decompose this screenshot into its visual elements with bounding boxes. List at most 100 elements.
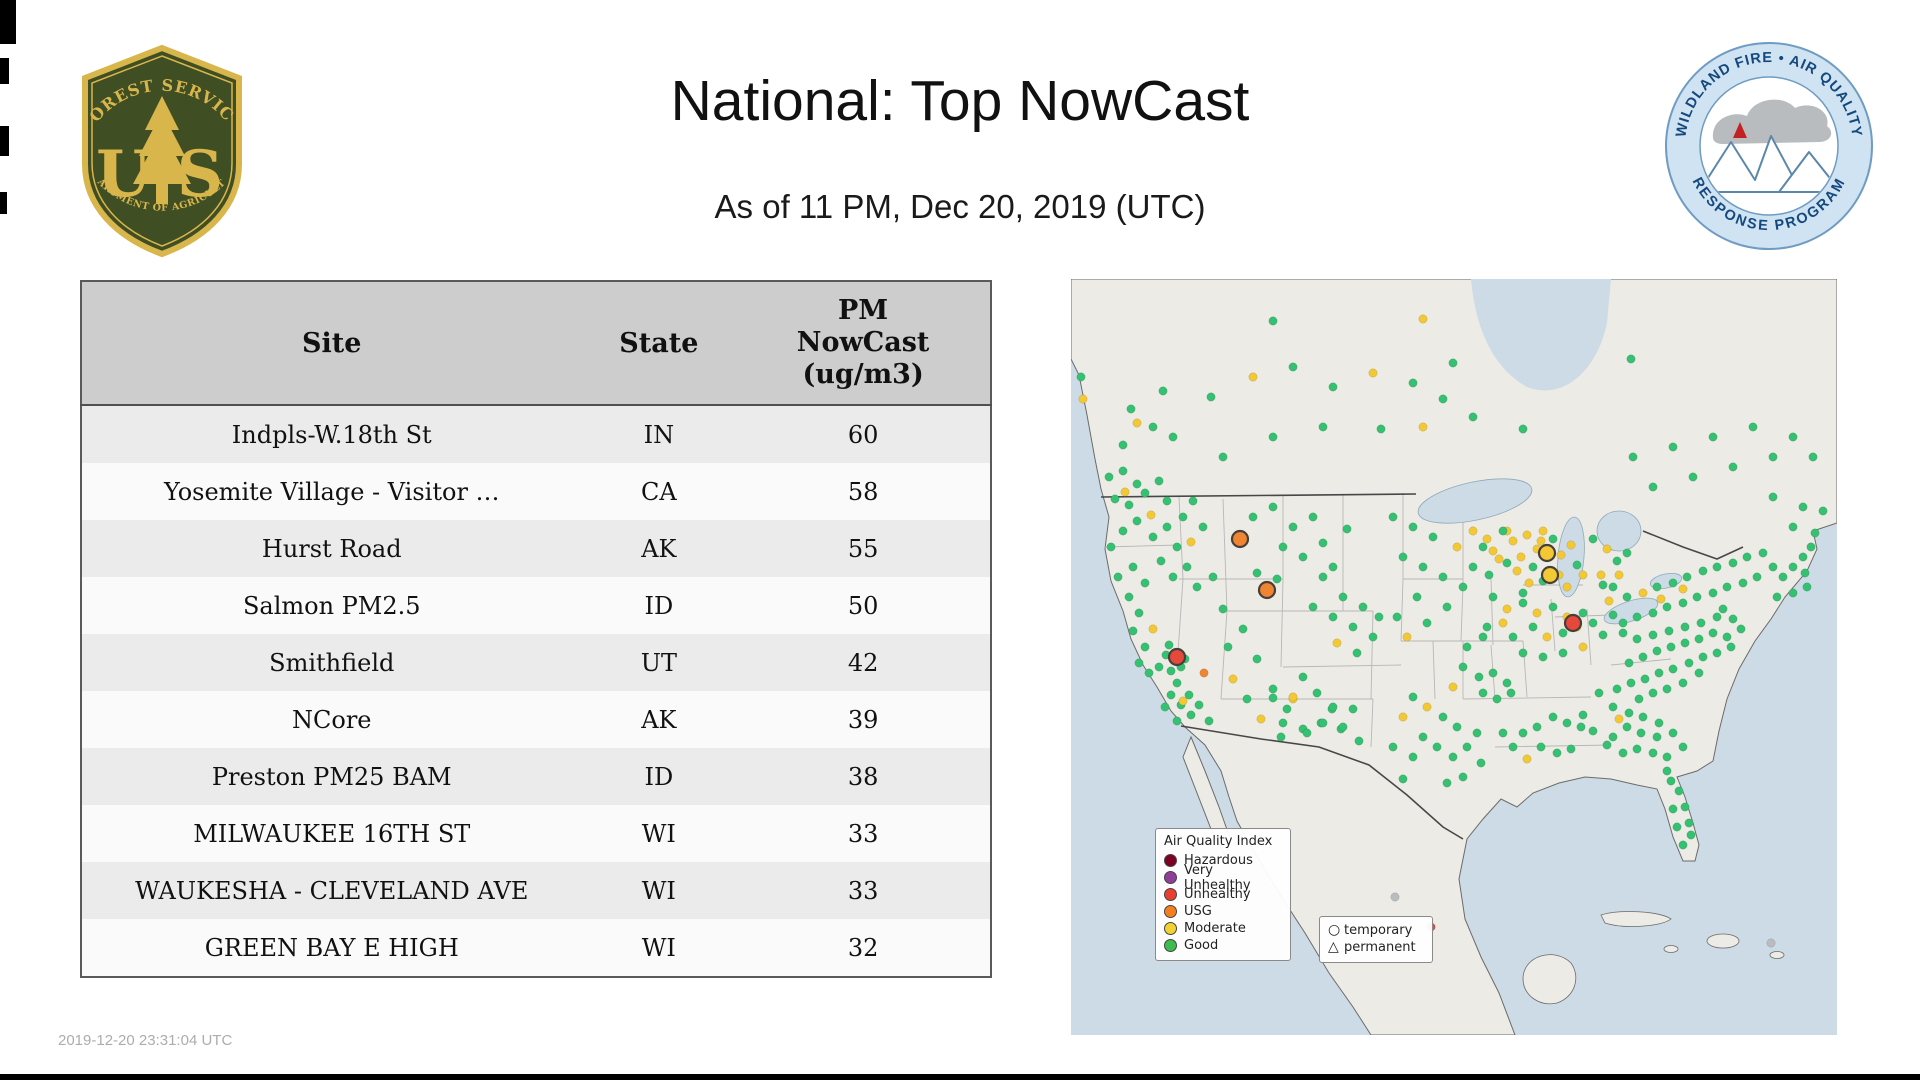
map-dot <box>1666 642 1676 652</box>
map-dot <box>1252 568 1262 578</box>
map-dot <box>1668 664 1678 674</box>
map-dot <box>1662 766 1672 776</box>
map-dot <box>1110 494 1120 504</box>
map-dot-highlight <box>1167 647 1187 667</box>
map-dot <box>1328 382 1338 392</box>
col-header-pm-line1: PM <box>837 295 889 326</box>
map-dot <box>1678 678 1688 688</box>
map-dot <box>1238 624 1248 634</box>
map-dot <box>1654 668 1664 678</box>
map-dot <box>1728 614 1738 624</box>
map-dot <box>1144 668 1154 678</box>
value-cell: 60 <box>847 420 879 449</box>
state-cell: IN <box>643 420 675 449</box>
value-cell: 50 <box>847 591 879 620</box>
map-dot <box>1134 608 1144 618</box>
map-dot <box>1398 552 1408 562</box>
map-dot <box>1638 712 1648 722</box>
map-dot <box>1468 562 1478 572</box>
map-dot <box>1248 372 1258 382</box>
map-dot <box>1318 538 1328 548</box>
map-dot <box>1624 658 1634 668</box>
map-dot <box>1498 526 1508 536</box>
value-cell: 38 <box>847 762 879 791</box>
aqi-map: Air Quality Index Hazardous Very Unhealth… <box>1071 279 1837 1035</box>
map-dot <box>1562 718 1572 728</box>
value-cell: 58 <box>847 477 879 506</box>
map-dot <box>1522 530 1532 540</box>
map-dot <box>1192 582 1202 592</box>
map-dot <box>1680 802 1690 812</box>
map-dot <box>1742 552 1752 562</box>
map-dot <box>1798 552 1808 562</box>
wfaqrp-logo: WILDLAND FIRE • AIR QUALITY RESPONSE PRO… <box>1663 40 1875 252</box>
map-dot <box>1164 640 1174 650</box>
map-dot <box>1498 618 1508 628</box>
aqi-legend-label: Unhealthy <box>1184 887 1251 902</box>
map-dot <box>1106 542 1116 552</box>
aqi-swatch-icon <box>1164 854 1177 867</box>
map-dot <box>1722 632 1732 642</box>
table-header-row: Site State PM NowCast (ug/m3) <box>81 281 991 405</box>
map-dot <box>1124 500 1134 510</box>
aqi-legend-label: USG <box>1184 904 1212 919</box>
aqi-legend-item: Very Unhealthy <box>1164 863 1282 893</box>
map-dot <box>1288 522 1298 532</box>
map-dot <box>1113 572 1123 582</box>
map-dot <box>1548 602 1558 612</box>
map-dot <box>1656 594 1666 604</box>
map-dot <box>1674 786 1684 796</box>
map-dot <box>1536 742 1546 752</box>
map-dot <box>1578 710 1588 720</box>
map-dot <box>1566 744 1576 754</box>
map-dot <box>1402 632 1412 642</box>
map-dot <box>1698 566 1708 576</box>
map-dot <box>1198 522 1208 532</box>
map-dot <box>1462 642 1472 652</box>
state-cell: WI <box>641 933 676 962</box>
map-dot <box>1668 728 1678 738</box>
map-dot <box>1318 572 1328 582</box>
state-cell: CA <box>640 477 677 506</box>
map-dot <box>1622 592 1632 602</box>
map-dot <box>1206 392 1216 402</box>
site-cell: GREEN BAY E HIGH <box>204 933 459 962</box>
national-borders <box>1100 493 1744 840</box>
site-cell: MILWAUKEE 16TH ST <box>193 819 471 848</box>
map-dot <box>1156 556 1166 566</box>
map-dot <box>1348 704 1358 714</box>
map-dot <box>1204 716 1214 726</box>
map-dot <box>1268 693 1278 703</box>
map-dot <box>1648 748 1658 758</box>
map-dot <box>1418 314 1428 324</box>
map-dot <box>1223 642 1233 652</box>
site-type-legend-item: △ permanent <box>1328 939 1424 956</box>
map-dot <box>1104 472 1114 482</box>
map-dot <box>1668 804 1678 814</box>
map-dot <box>1352 648 1362 658</box>
map-dot <box>1536 536 1546 546</box>
state-cell: ID <box>644 762 674 791</box>
col-header-site: Site <box>302 327 362 359</box>
great-lakes <box>1417 478 1683 625</box>
map-dot <box>1412 592 1422 602</box>
site-cell: Salmon PM2.5 <box>242 591 421 620</box>
yucatan <box>1522 954 1577 1005</box>
map-dot <box>1452 542 1462 552</box>
map-dot <box>1532 722 1542 732</box>
map-dot <box>1458 772 1468 782</box>
map-dot <box>1722 582 1732 592</box>
map-dot <box>1158 386 1168 396</box>
map-dot <box>1682 572 1692 582</box>
map-dot <box>1476 758 1486 768</box>
map-dot <box>1694 668 1704 678</box>
map-dot <box>1800 568 1810 578</box>
map-dot <box>1562 582 1572 592</box>
map-dot <box>1148 532 1158 542</box>
forest-service-logo: FOREST SERVICE U S DEPARTMENT OF AGRICUL… <box>60 29 257 259</box>
map-dot <box>1308 512 1318 522</box>
map-dot <box>1548 712 1558 722</box>
temporary-marker-icon: ○ <box>1328 922 1341 938</box>
value-cell: 33 <box>847 876 879 905</box>
map-dot <box>1626 678 1636 688</box>
